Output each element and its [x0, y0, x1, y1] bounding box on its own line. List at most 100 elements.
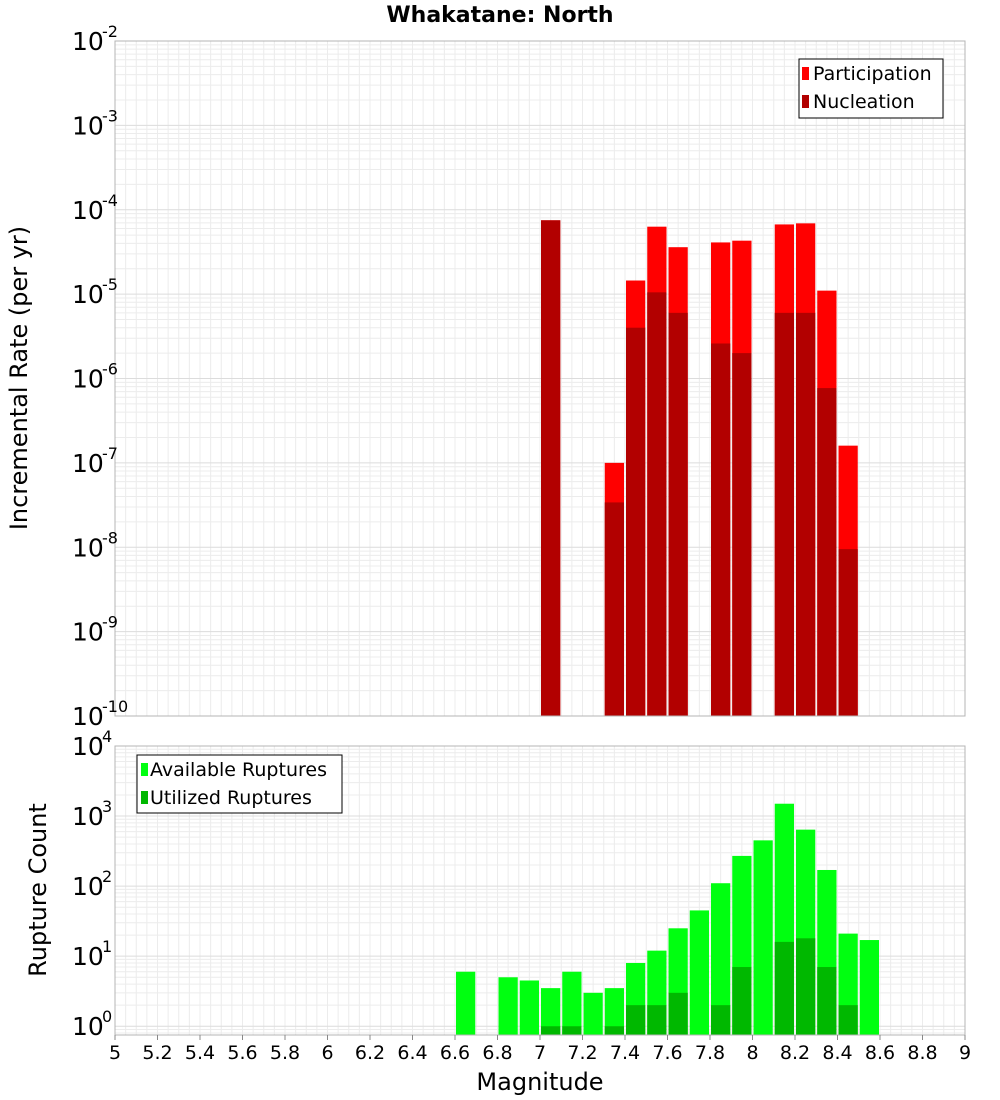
bar-nucleation-8_45 [838, 549, 858, 716]
top-plot-frame [114, 40, 966, 717]
bar-available-ruptures-7_85 [711, 883, 731, 1035]
bar-utilized-ruptures-8_15 [774, 941, 794, 1035]
top-grid [114, 40, 966, 717]
bar-available-ruptures-8_55 [859, 940, 879, 1035]
bar-nucleation-7_65 [668, 312, 688, 716]
bar-nucleation-8_15 [774, 312, 794, 716]
bar-available-ruptures-7_05 [541, 988, 561, 1035]
bar-available-ruptures-8_05 [753, 840, 773, 1035]
x-tick-label: 8.8 [907, 1042, 937, 1064]
bar-utilized-ruptures-7_85 [711, 1005, 731, 1035]
x-tick-label: 8.4 [822, 1042, 852, 1064]
bar-utilized-ruptures-8_25 [796, 938, 816, 1035]
x-tick-label: 8.6 [865, 1042, 895, 1064]
y-tick-label: 10 [72, 732, 104, 761]
bottom-bars [456, 803, 879, 1035]
y-tick-label: 10 [72, 802, 104, 831]
y-tick-label: 10 [72, 111, 104, 140]
bar-nucleation-8_25 [796, 312, 816, 716]
bar-utilized-ruptures-7_45 [626, 1005, 646, 1035]
y-tick-label: 10 [72, 618, 104, 647]
bar-nucleation-7_95 [732, 353, 752, 716]
legend-label-nucleation: Nucleation [813, 91, 915, 113]
bar-nucleation-7_45 [626, 327, 646, 716]
y-tick-exponent: -5 [102, 275, 118, 294]
x-tick-label: 6.4 [397, 1042, 427, 1064]
x-tick-label: 5.8 [270, 1042, 300, 1064]
y-tick-label: 10 [72, 196, 104, 225]
x-tick-label: 6 [321, 1042, 333, 1064]
chart-title: Whakatane: North [386, 3, 613, 28]
y-tick-label: 10 [72, 942, 104, 971]
bar-utilized-ruptures-7_35 [604, 1026, 624, 1035]
y-tick-exponent: -6 [102, 360, 118, 379]
top-legend: Participation Nucleation [798, 58, 944, 119]
x-tick-label: 6.6 [440, 1042, 470, 1064]
bar-utilized-ruptures-7_95 [732, 967, 752, 1035]
bar-available-ruptures-7_25 [583, 992, 603, 1035]
bar-utilized-ruptures-7_65 [668, 992, 688, 1035]
y-tick-label: 10 [72, 872, 104, 901]
bottom-y-axis-label: Rupture Count [24, 803, 52, 977]
top-y-axis-label: Incremental Rate (per yr) [5, 226, 33, 530]
y-tick-exponent: -2 [102, 22, 118, 41]
y-tick-exponent: -8 [102, 528, 118, 547]
y-tick-exponent: 3 [102, 797, 112, 816]
y-tick-exponent: 2 [102, 867, 112, 886]
x-tick-label: 8.2 [780, 1042, 810, 1064]
legend-swatch-participation [802, 67, 809, 80]
x-axis-label: Magnitude [476, 1068, 603, 1096]
y-tick-label: 10 [72, 449, 104, 478]
bar-nucleation-7_85 [711, 343, 731, 716]
y-tick-exponent: 0 [102, 1007, 112, 1026]
x-tick-label: 6.2 [355, 1042, 385, 1064]
y-tick-exponent: 4 [102, 727, 112, 746]
y-tick-label: 10 [72, 27, 104, 56]
x-tick-label: 5.6 [227, 1042, 257, 1064]
top-bars [541, 220, 858, 717]
x-tick-label: 7.8 [695, 1042, 725, 1064]
y-tick-exponent: -4 [102, 191, 118, 210]
x-tick-label: 7.2 [567, 1042, 597, 1064]
y-tick-label: 10 [72, 365, 104, 394]
legend-label-participation: Participation [813, 63, 932, 85]
legend-label-available-ruptures: Available Ruptures [150, 759, 327, 781]
bar-available-ruptures-6_95 [519, 980, 539, 1035]
x-tick-label: 7.4 [610, 1042, 640, 1064]
x-tick-label: 5 [109, 1042, 121, 1064]
x-ticks: 5 5.2 5.4 5.6 5.8 6 6.2 6.4 6.6 6.8 7 7.2 7.4 7.6 7.8 8… [109, 1035, 971, 1064]
legend-swatch-available-ruptures [141, 763, 148, 776]
bar-utilized-ruptures-7_55 [647, 1005, 667, 1035]
y-tick-exponent: 1 [102, 937, 112, 956]
y-tick-label: 10 [72, 702, 104, 731]
legend-swatch-utilized-ruptures [141, 791, 148, 804]
bottom-legend: Available Ruptures Utilized Ruptures [136, 754, 343, 814]
bar-available-ruptures-6_65 [456, 971, 476, 1035]
x-tick-label: 7 [534, 1042, 546, 1064]
bar-utilized-ruptures-8_45 [838, 1005, 858, 1035]
bar-nucleation-7_35 [604, 502, 624, 716]
legend-label-utilized-ruptures: Utilized Ruptures [150, 787, 312, 809]
bar-available-ruptures-7_75 [689, 910, 709, 1035]
y-tick-label: 10 [72, 1012, 104, 1041]
legend-swatch-nucleation [802, 95, 809, 108]
bar-nucleation-8_35 [817, 388, 837, 716]
y-tick-exponent: -10 [102, 697, 128, 716]
y-tick-label: 10 [72, 280, 104, 309]
bar-available-ruptures-7_35 [604, 988, 624, 1035]
bar-available-ruptures-7_15 [562, 971, 582, 1035]
bar-available-ruptures-6_85 [498, 977, 518, 1035]
x-tick-label: 5.2 [142, 1042, 172, 1064]
bar-utilized-ruptures-7_15 [562, 1026, 582, 1035]
y-tick-exponent: -7 [102, 444, 118, 463]
bottom-grid [114, 745, 966, 1035]
bar-utilized-ruptures-8_35 [817, 967, 837, 1035]
y-tick-exponent: -3 [102, 106, 118, 125]
bar-utilized-ruptures-7_05 [541, 1026, 561, 1035]
x-tick-label: 8 [746, 1042, 758, 1064]
y-tick-label: 10 [72, 533, 104, 562]
